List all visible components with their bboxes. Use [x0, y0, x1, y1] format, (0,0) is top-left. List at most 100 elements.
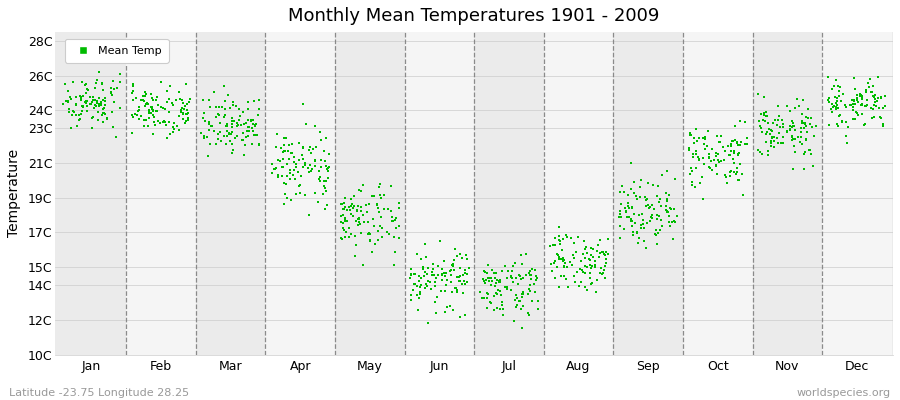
Point [531, 306, 545, 313]
Point [241, 124, 256, 131]
Point [434, 288, 448, 295]
Point [864, 104, 878, 111]
Point [313, 164, 328, 170]
Point [126, 81, 140, 88]
Point [624, 160, 638, 166]
Point [146, 112, 160, 118]
Point [153, 120, 167, 127]
Point [809, 123, 824, 130]
Point [344, 203, 358, 210]
Point [338, 204, 353, 210]
Point [387, 262, 401, 268]
Point [633, 183, 647, 190]
Point [514, 306, 528, 312]
Point [182, 99, 196, 105]
Point [688, 151, 703, 157]
Point [338, 234, 353, 240]
Point [147, 114, 161, 120]
Point [759, 138, 773, 145]
Point [833, 84, 848, 90]
Point [447, 246, 462, 252]
Point [802, 146, 816, 153]
Point [782, 125, 796, 132]
Point [575, 251, 590, 258]
Point [498, 284, 512, 290]
Point [548, 258, 562, 264]
Point [631, 239, 645, 246]
Point [621, 200, 635, 206]
Point [450, 289, 464, 296]
Bar [126, 32, 196, 354]
Point [202, 119, 216, 126]
Point [593, 270, 608, 276]
Point [708, 153, 723, 159]
Point [683, 170, 698, 177]
Point [823, 99, 837, 105]
Point [841, 124, 855, 130]
Point [94, 100, 108, 106]
Point [487, 270, 501, 276]
Point [799, 114, 814, 120]
Point [317, 178, 331, 184]
Point [159, 98, 174, 105]
Point [94, 102, 109, 108]
Point [72, 117, 86, 124]
Point [248, 121, 263, 127]
Point [652, 196, 667, 202]
Point [724, 143, 739, 150]
Point [626, 229, 640, 236]
Point [301, 165, 315, 172]
Point [202, 97, 216, 104]
Point [97, 110, 112, 116]
Point [233, 113, 248, 119]
Point [776, 121, 790, 128]
Point [212, 112, 226, 119]
Point [180, 111, 194, 117]
Point [292, 182, 307, 188]
Point [478, 280, 492, 286]
Point [613, 200, 627, 207]
Point [795, 120, 809, 126]
Point [275, 164, 290, 170]
Point [410, 250, 424, 257]
Point [296, 101, 310, 107]
Point [171, 127, 185, 134]
Point [829, 76, 843, 83]
Point [247, 97, 261, 104]
Point [855, 95, 869, 102]
Point [851, 99, 866, 105]
Point [874, 95, 888, 102]
Point [509, 295, 524, 301]
Point [320, 177, 334, 184]
Point [235, 136, 249, 143]
Point [374, 194, 389, 201]
Point [829, 95, 843, 101]
Point [335, 236, 349, 242]
Point [455, 281, 470, 288]
Point [217, 133, 231, 140]
Point [244, 117, 258, 124]
Point [523, 272, 537, 278]
Point [481, 262, 495, 268]
Point [284, 150, 299, 156]
Point [196, 115, 211, 121]
Point [162, 96, 176, 102]
Point [220, 120, 234, 127]
Point [641, 180, 655, 186]
Point [84, 100, 98, 107]
Point [140, 123, 155, 129]
Point [755, 129, 770, 135]
Point [429, 294, 444, 300]
Point [756, 117, 770, 123]
Point [693, 180, 707, 186]
Point [593, 250, 608, 256]
Point [80, 86, 94, 92]
Point [92, 103, 106, 109]
Point [420, 278, 435, 284]
Point [146, 107, 160, 114]
Point [789, 96, 804, 103]
Point [132, 104, 147, 110]
Point [698, 136, 713, 143]
Point [797, 121, 812, 128]
Point [453, 251, 467, 258]
